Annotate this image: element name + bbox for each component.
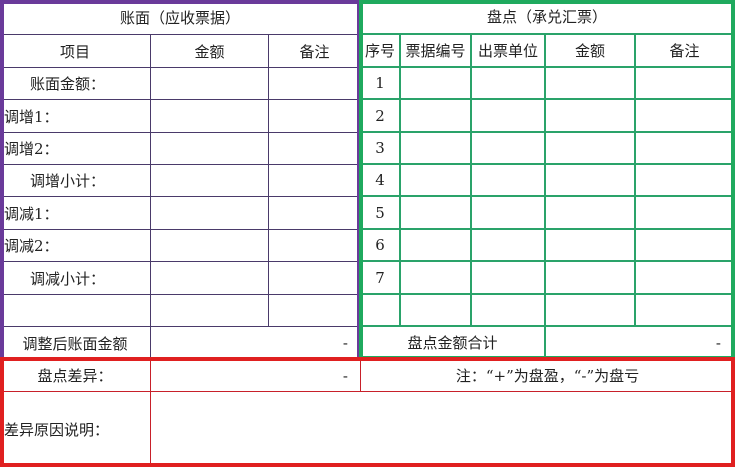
- book-remark-cell[interactable]: [269, 295, 361, 327]
- count-cell[interactable]: [472, 295, 546, 327]
- count-cell[interactable]: [546, 295, 636, 327]
- adjusted-book-total-value[interactable]: -: [151, 327, 361, 360]
- difference-value[interactable]: -: [151, 360, 361, 392]
- count-cell[interactable]: [401, 165, 472, 197]
- count-cell[interactable]: [546, 197, 636, 230]
- count-title: 盘点（承兑汇票）: [361, 0, 735, 35]
- difference-note: 注：“+”为盘盈，“-”为盘亏: [361, 360, 735, 392]
- count-cell[interactable]: [401, 68, 472, 100]
- count-cell[interactable]: [472, 165, 546, 197]
- count-cell[interactable]: [636, 68, 735, 100]
- count-row-number: 4: [361, 165, 401, 197]
- count-cell[interactable]: [401, 230, 472, 262]
- adjusted-book-total-label: 调整后账面金额: [0, 327, 151, 360]
- book-remark-cell[interactable]: [269, 165, 361, 197]
- book-amount-cell[interactable]: [151, 100, 269, 133]
- book-row-label: 调减小计：: [0, 262, 151, 295]
- book-header: 项目: [0, 35, 151, 68]
- count-row-number: 1: [361, 68, 401, 100]
- count-cell[interactable]: [636, 165, 735, 197]
- book-row-label: [0, 295, 151, 327]
- book-row-label: 账面金额：: [0, 68, 151, 100]
- count-cell[interactable]: [401, 295, 472, 327]
- book-row-label: 调增1：: [0, 100, 151, 133]
- book-remark-cell[interactable]: [269, 100, 361, 133]
- count-cell[interactable]: [546, 165, 636, 197]
- book-row-label: 调增小计：: [0, 165, 151, 197]
- book-amount-cell[interactable]: [151, 230, 269, 262]
- book-remark-cell[interactable]: [269, 68, 361, 100]
- reason-input[interactable]: [151, 392, 735, 467]
- count-cell[interactable]: [636, 197, 735, 230]
- count-row-number: 6: [361, 230, 401, 262]
- book-amount-cell[interactable]: [151, 133, 269, 165]
- count-cell[interactable]: [472, 262, 546, 295]
- book-title: 账面（应收票据）: [0, 0, 361, 35]
- count-cell[interactable]: [636, 262, 735, 295]
- count-cell[interactable]: [546, 262, 636, 295]
- count-cell[interactable]: [636, 100, 735, 133]
- count-cell[interactable]: [401, 133, 472, 165]
- count-total-value[interactable]: -: [546, 327, 735, 360]
- count-cell[interactable]: [546, 133, 636, 165]
- book-row-label: 调减2：: [0, 230, 151, 262]
- book-row-label: 调减1：: [0, 197, 151, 230]
- count-row-number: 3: [361, 133, 401, 165]
- count-cell[interactable]: [546, 100, 636, 133]
- count-cell[interactable]: [401, 197, 472, 230]
- difference-label: 盘点差异：: [0, 360, 151, 392]
- book-remark-cell[interactable]: [269, 230, 361, 262]
- book-header: 金额: [151, 35, 269, 68]
- count-cell[interactable]: [472, 197, 546, 230]
- count-row-number: [361, 295, 401, 327]
- book-row-label: 调增2：: [0, 133, 151, 165]
- count-cell[interactable]: [546, 230, 636, 262]
- count-cell[interactable]: [401, 262, 472, 295]
- count-header: 出票单位: [472, 35, 546, 68]
- reason-label: 差异原因说明：: [0, 392, 151, 467]
- book-amount-cell[interactable]: [151, 165, 269, 197]
- count-row-number: 7: [361, 262, 401, 295]
- count-row-number: 5: [361, 197, 401, 230]
- book-amount-cell[interactable]: [151, 197, 269, 230]
- count-cell[interactable]: [472, 100, 546, 133]
- book-amount-cell[interactable]: [151, 262, 269, 295]
- count-cell[interactable]: [636, 295, 735, 327]
- book-remark-cell[interactable]: [269, 262, 361, 295]
- count-cell[interactable]: [401, 100, 472, 133]
- book-header: 备注: [269, 35, 361, 68]
- count-header: 票据编号: [401, 35, 472, 68]
- book-amount-cell[interactable]: [151, 68, 269, 100]
- count-header: 备注: [636, 35, 735, 68]
- count-cell[interactable]: [472, 68, 546, 100]
- book-amount-cell[interactable]: [151, 295, 269, 327]
- count-cell[interactable]: [636, 230, 735, 262]
- count-row-number: 2: [361, 100, 401, 133]
- count-header: 序号: [361, 35, 401, 68]
- count-cell[interactable]: [546, 68, 636, 100]
- book-remark-cell[interactable]: [269, 133, 361, 165]
- book-remark-cell[interactable]: [269, 197, 361, 230]
- count-cell[interactable]: [472, 133, 546, 165]
- count-cell[interactable]: [472, 230, 546, 262]
- count-total-label: 盘点金额合计: [361, 327, 546, 360]
- count-cell[interactable]: [636, 133, 735, 165]
- count-header: 金额: [546, 35, 636, 68]
